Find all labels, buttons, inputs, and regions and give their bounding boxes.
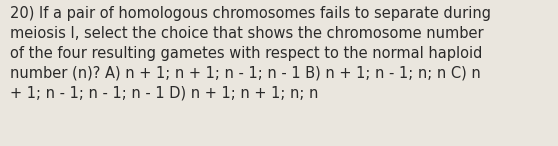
Text: 20) If a pair of homologous chromosomes fails to separate during
meiosis I, sele: 20) If a pair of homologous chromosomes … (10, 6, 491, 101)
